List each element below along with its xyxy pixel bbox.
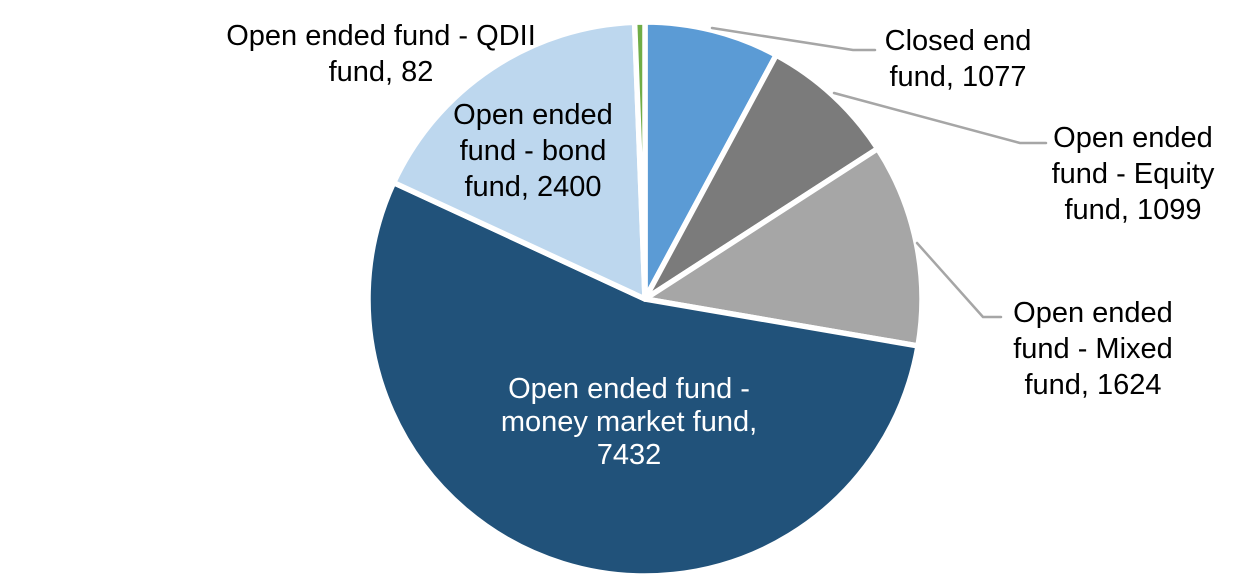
label-open-ended-equity-fund: Open ended fund - Equity fund, 1099 — [1052, 120, 1215, 228]
label-line: fund, 2400 — [464, 171, 602, 203]
label-open-ended-bond-fund: Open ended fund - bond fund, 2400 — [453, 97, 613, 205]
leader-line-mixed-fund — [915, 241, 1003, 319]
label-line: Open ended — [453, 99, 613, 131]
label-line: fund - Equity — [1051, 158, 1215, 190]
pie-slice-open-ended-equity-fund — [642, 52, 881, 302]
label-open-ended-money-market-fund: Open ended fund - money market fund, 743… — [501, 373, 757, 472]
label-line: Open ended — [1013, 297, 1173, 329]
label-line: fund, 1099 — [1064, 194, 1202, 226]
label-line: Open ended fund - QDII — [226, 20, 536, 52]
label-line: fund, 1624 — [1024, 369, 1162, 401]
pie-slice-closed-end-fund — [642, 19, 779, 302]
label-open-ended-qdii-fund: Open ended fund - QDII fund, 82 — [226, 18, 536, 90]
label-open-ended-mixed-fund: Open ended fund - Mixed fund, 1624 — [1013, 295, 1173, 403]
pie-slice-open-ended-qdii-fund — [631, 19, 648, 302]
label-line: Closed end — [884, 25, 1032, 57]
pie-slice-open-ended-money-market-fund — [365, 179, 921, 579]
pie-slices — [365, 19, 925, 579]
label-line: 7432 — [596, 439, 662, 471]
label-closed-end-fund: Closed end fund, 1077 — [885, 23, 1032, 95]
label-line: money market fund, — [500, 406, 758, 438]
leader-lines — [710, 26, 1048, 319]
label-line: fund - Mixed — [1013, 333, 1173, 365]
label-line: Open ended — [1053, 122, 1213, 154]
leader-line-closed-end-fund — [710, 26, 877, 52]
label-line: Open ended fund - — [508, 373, 750, 405]
pie-slice-open-ended-bond-fund — [390, 19, 648, 302]
leader-line-equity-fund — [832, 91, 1048, 145]
label-line: fund - bond — [459, 135, 607, 167]
label-line: fund, 82 — [328, 56, 434, 88]
label-line: fund, 1077 — [889, 61, 1027, 93]
